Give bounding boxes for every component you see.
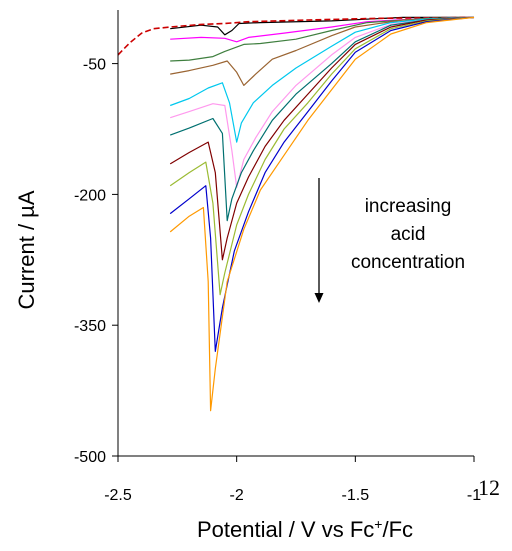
series-line-2 — [117, 16, 475, 56]
annotation-line-1: increasing — [365, 196, 452, 217]
x-axis-title-superscript: + — [374, 516, 382, 532]
series-line-7 — [170, 16, 475, 188]
series-layer — [117, 16, 475, 412]
series-line-11 — [169, 16, 475, 352]
y-tick-label: -350 — [74, 318, 106, 335]
series-line-10 — [169, 16, 475, 296]
annotation-line-2: acid — [391, 224, 426, 245]
x-tick-label: -1 — [467, 487, 481, 504]
x-tick-label: -2.5 — [104, 487, 132, 504]
x-tick-label: -2 — [230, 487, 244, 504]
annotation-line-3: concentration — [351, 252, 465, 273]
series-line-4 — [170, 16, 475, 62]
x-axis-title-main: Potential / V vs Fc — [197, 517, 374, 542]
x-tick-label: -1.5 — [342, 487, 370, 504]
series-line-1 — [170, 16, 474, 36]
y-tick-label: -200 — [74, 187, 106, 204]
series-line-6 — [169, 16, 475, 143]
tick-marks — [112, 63, 475, 462]
figure-number: 12 — [478, 475, 500, 500]
series-line-8 — [169, 16, 475, 222]
y-axis-title: Current / µA — [14, 190, 39, 309]
annotation-arrow-head-icon — [314, 293, 324, 303]
series-line-9 — [169, 16, 475, 261]
axes — [117, 10, 474, 457]
y-tick-label: -50 — [83, 57, 106, 74]
tick-labels: -50 -200 -350 -500 -2.5 -2 -1.5 -1 — [74, 57, 481, 504]
annotation: increasing acid concentration — [314, 178, 465, 303]
x-axis-title-tail: /Fc — [382, 517, 413, 542]
y-tick-label: -500 — [74, 449, 106, 466]
series-line-12 — [169, 16, 475, 412]
x-axis-title: Potential / V vs Fc+/Fc — [197, 516, 413, 542]
series-line-5 — [170, 16, 475, 87]
